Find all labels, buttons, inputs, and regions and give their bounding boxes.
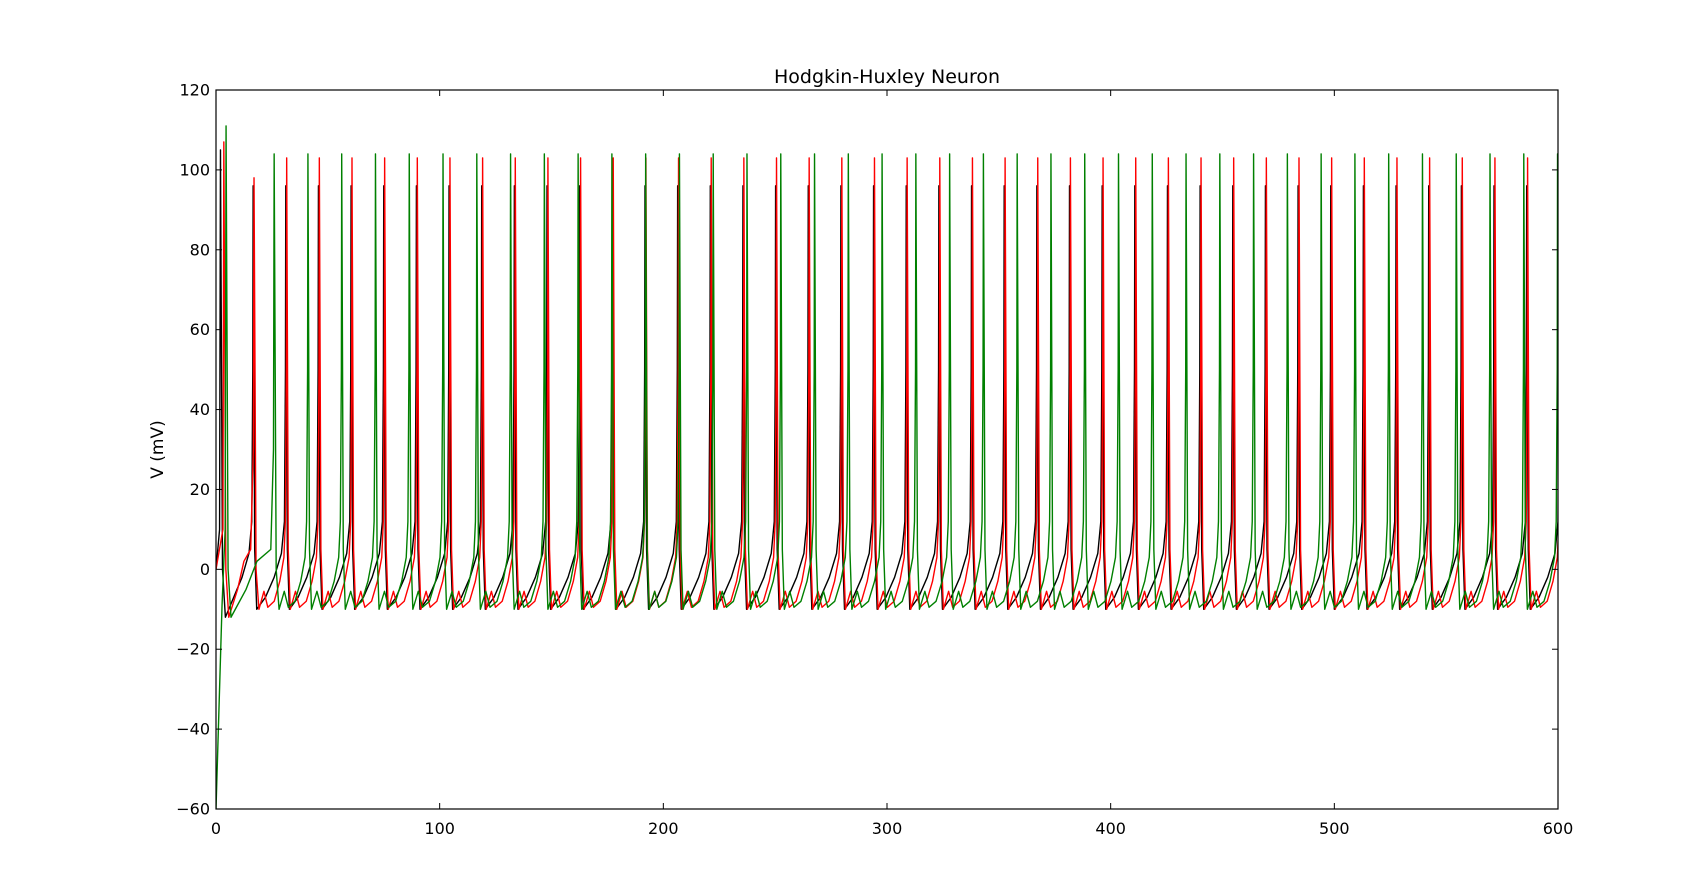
y-tick-label: −40 <box>176 720 210 739</box>
axis-ticks <box>215 89 1559 810</box>
x-tick-label: 600 <box>1543 819 1574 838</box>
x-tick-label: 200 <box>648 819 679 838</box>
y-tick-label: 60 <box>190 320 210 339</box>
y-tick-label: 0 <box>200 560 210 579</box>
x-tick-label: 500 <box>1319 819 1350 838</box>
series-line-3 <box>216 125 1558 809</box>
x-tick-label: 300 <box>872 819 903 838</box>
y-tick-label: −60 <box>176 800 210 819</box>
series-line-1 <box>216 149 1558 618</box>
series-lines <box>216 125 1558 809</box>
axis-tick-labels: 0 100 200 300 400 500 600 −60 −40 −20 0 20 40 60 80 100… <box>176 81 1573 839</box>
y-axis-label: V (mV) <box>148 420 168 479</box>
y-tick-label: 100 <box>179 160 210 179</box>
y-tick-label: 80 <box>190 240 210 259</box>
chart-title: Hodgkin-Huxley Neuron <box>774 66 1000 88</box>
x-tick-label: 100 <box>424 819 455 838</box>
y-tick-label: 40 <box>190 400 210 419</box>
y-tick-label: 20 <box>190 480 210 499</box>
y-tick-label: 120 <box>179 81 210 100</box>
x-tick-label: 400 <box>1095 819 1126 838</box>
x-tick-label: 0 <box>211 819 221 838</box>
y-tick-label: −20 <box>176 640 210 659</box>
